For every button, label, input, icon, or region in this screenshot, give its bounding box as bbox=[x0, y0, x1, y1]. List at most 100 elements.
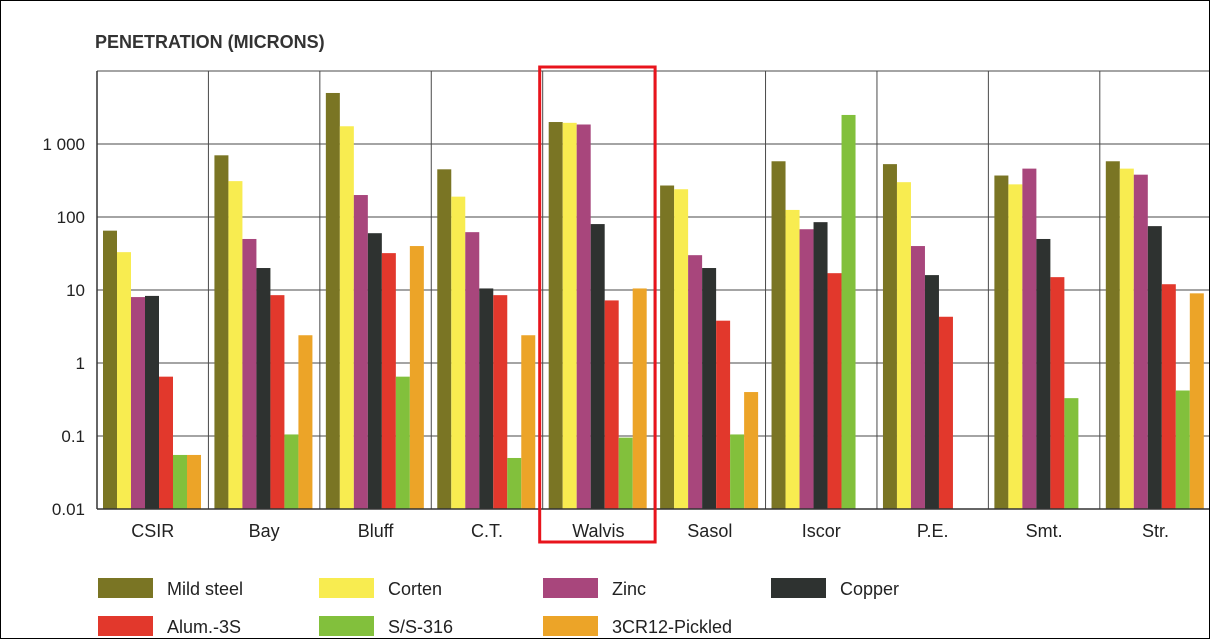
bar-iscor-alum-3s bbox=[827, 273, 842, 509]
bar-p-e-mild-steel bbox=[882, 164, 897, 509]
x-tick-label-str: Str. bbox=[1142, 521, 1169, 541]
bar-bay-copper bbox=[256, 268, 271, 509]
y-tick-label-1-000: 1 000 bbox=[42, 135, 85, 154]
bar-bluff-corten bbox=[339, 126, 354, 509]
bar-bluff-zinc bbox=[353, 195, 368, 509]
bar-c-t-corten bbox=[451, 196, 466, 509]
x-tick-label-iscor: Iscor bbox=[802, 521, 841, 541]
bar-sasol-3cr12-pickled bbox=[744, 392, 759, 509]
legend-label-alum-3s: Alum.-3S bbox=[167, 617, 241, 637]
x-tick-label-csir: CSIR bbox=[131, 521, 174, 541]
bar-smt-mild-steel bbox=[994, 175, 1009, 509]
legend-label-zinc: Zinc bbox=[612, 579, 646, 599]
bar-p-e-zinc bbox=[910, 246, 925, 509]
x-tick-label-smt: Smt. bbox=[1026, 521, 1063, 541]
bar-bay-corten bbox=[228, 181, 243, 509]
x-tick-label-bluff: Bluff bbox=[358, 521, 395, 541]
labels-layer: 0.01 0.1 1 10 100 1 000 CSIR Bay Bluff C.T. Walvis… bbox=[42, 135, 1169, 541]
bar-csir-zinc bbox=[131, 297, 145, 509]
bar-bay-alum-3s bbox=[270, 295, 285, 509]
bar-c-t-s-s-316 bbox=[507, 457, 522, 509]
legend-swatch-corten bbox=[319, 578, 374, 598]
bar-csir-3cr12-pickled bbox=[187, 454, 201, 509]
bar-bay-s-s-316 bbox=[284, 434, 299, 509]
bar-smt-zinc bbox=[1022, 168, 1037, 509]
bar-p-e-alum-3s bbox=[938, 316, 953, 509]
x-tick-label-p-e: P.E. bbox=[917, 521, 949, 541]
bars-layer bbox=[103, 92, 1204, 510]
bar-bluff-s-s-316 bbox=[395, 376, 410, 509]
legend-label-corten: Corten bbox=[388, 579, 442, 599]
bar-bluff-mild-steel bbox=[325, 92, 340, 509]
bar-iscor-mild-steel bbox=[771, 161, 786, 509]
y-tick-label-1: 1 bbox=[76, 354, 85, 373]
bar-str-s-s-316 bbox=[1175, 390, 1190, 509]
bar-str-corten bbox=[1119, 168, 1134, 509]
bar-walvis-mild-steel bbox=[548, 122, 563, 509]
bar-walvis-alum-3s bbox=[604, 300, 619, 509]
bar-c-t-3cr12-pickled bbox=[521, 335, 536, 509]
bar-bluff-3cr12-pickled bbox=[409, 246, 424, 509]
bar-str-zinc bbox=[1133, 174, 1148, 510]
bar-walvis-s-s-316 bbox=[618, 437, 633, 509]
bar-walvis-zinc bbox=[576, 124, 591, 510]
chart-title: PENETRATION (MICRONS) bbox=[95, 32, 325, 52]
y-tick-label-100: 100 bbox=[57, 208, 85, 227]
legend-swatch-s-s-316 bbox=[319, 616, 374, 636]
bar-sasol-mild-steel bbox=[660, 185, 675, 510]
bar-walvis-corten bbox=[562, 122, 577, 509]
bar-p-e-corten bbox=[896, 182, 911, 509]
chart-legend: Mild steel Corten Zinc Copper Alum.-3S S/S-31… bbox=[98, 578, 899, 637]
bar-smt-corten bbox=[1008, 184, 1023, 509]
y-tick-label-0-01: 0.01 bbox=[52, 500, 85, 519]
legend-label-3cr12-pickled: 3CR12-Pickled bbox=[612, 617, 732, 637]
bar-c-t-copper bbox=[479, 288, 494, 509]
legend-swatch-zinc bbox=[543, 578, 598, 598]
bar-csir-alum-3s bbox=[159, 376, 173, 509]
x-tick-label-sasol: Sasol bbox=[687, 521, 732, 541]
bar-bluff-copper bbox=[367, 233, 382, 510]
bar-iscor-s-s-316 bbox=[841, 114, 856, 509]
bar-sasol-corten bbox=[674, 189, 689, 510]
bar-bay-mild-steel bbox=[214, 155, 229, 509]
bar-csir-corten bbox=[117, 252, 131, 509]
x-tick-label-walvis: Walvis bbox=[572, 521, 624, 541]
y-tick-label-10: 10 bbox=[66, 281, 85, 300]
bar-iscor-copper bbox=[813, 222, 828, 510]
bar-sasol-zinc bbox=[688, 255, 703, 509]
bar-sasol-alum-3s bbox=[716, 320, 731, 509]
bar-csir-s-s-316 bbox=[173, 454, 187, 509]
legend-swatch-alum-3s bbox=[98, 616, 153, 636]
bar-walvis-3cr12-pickled bbox=[632, 288, 647, 509]
bar-iscor-corten bbox=[785, 209, 800, 509]
bar-c-t-alum-3s bbox=[493, 295, 508, 509]
bar-p-e-copper bbox=[924, 275, 939, 509]
bar-csir-mild-steel bbox=[103, 230, 117, 509]
bar-smt-s-s-316 bbox=[1064, 398, 1079, 509]
bar-bay-3cr12-pickled bbox=[298, 335, 313, 509]
bar-iscor-zinc bbox=[799, 229, 814, 509]
axes-layer bbox=[96, 71, 1209, 510]
bar-sasol-copper bbox=[702, 268, 717, 509]
bar-walvis-copper bbox=[590, 224, 605, 509]
bar-c-t-mild-steel bbox=[437, 169, 452, 509]
legend-swatch-3cr12-pickled bbox=[543, 616, 598, 636]
legend-label-s-s-316: S/S-316 bbox=[388, 617, 453, 637]
x-tick-label-c-t: C.T. bbox=[471, 521, 503, 541]
legend-label-mild-steel: Mild steel bbox=[167, 579, 243, 599]
legend-label-copper: Copper bbox=[840, 579, 899, 599]
bar-str-mild-steel bbox=[1105, 161, 1120, 509]
bar-str-3cr12-pickled bbox=[1189, 293, 1204, 509]
bar-bay-zinc bbox=[242, 238, 257, 509]
legend-swatch-copper bbox=[771, 578, 826, 598]
bar-c-t-zinc bbox=[465, 232, 480, 510]
x-tick-label-bay: Bay bbox=[249, 521, 280, 541]
highlight-layer bbox=[538, 65, 657, 544]
y-tick-label-0-1: 0.1 bbox=[61, 427, 85, 446]
bar-smt-alum-3s bbox=[1050, 277, 1065, 509]
bar-sasol-s-s-316 bbox=[730, 434, 745, 509]
bar-str-copper bbox=[1147, 226, 1162, 509]
legend-swatch-mild-steel bbox=[98, 578, 153, 598]
